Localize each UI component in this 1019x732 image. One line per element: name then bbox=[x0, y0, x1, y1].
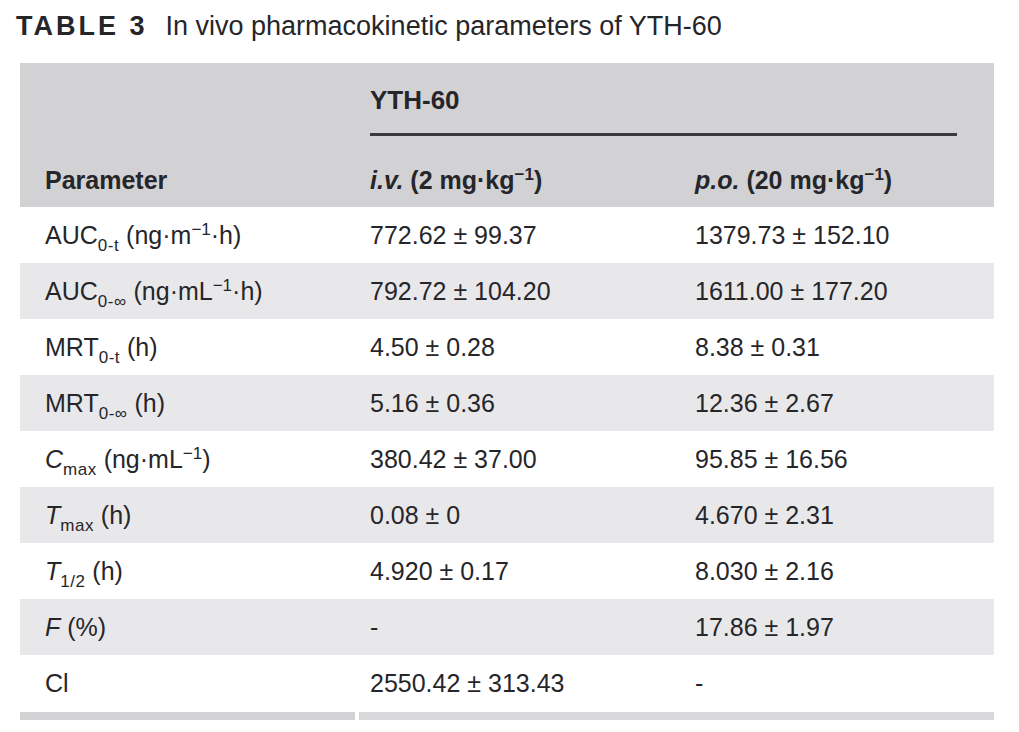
table-row: MRT0-t (h)4.50 ± 0.288.38 ± 0.31 bbox=[20, 319, 994, 375]
subscript: max bbox=[60, 516, 94, 535]
text-segment: (h) bbox=[94, 501, 132, 529]
text-segment: (h) bbox=[85, 557, 123, 585]
text-segment: i.v. bbox=[370, 166, 403, 194]
table-row: F (%)-17.86 ± 1.97 bbox=[20, 599, 994, 655]
bottom-border-right-segment bbox=[359, 712, 994, 720]
table-row: T1/2 (h)4.920 ± 0.178.030 ± 2.16 bbox=[20, 543, 994, 599]
column-header-po-dose: p.o. (20 mg·kg−1) bbox=[695, 166, 994, 195]
text-segment: (2 mg·kg bbox=[403, 166, 514, 194]
text-segment: (%) bbox=[60, 613, 106, 641]
table-row: AUC0-∞ (ng·mL−1·h)792.72 ± 104.201611.00… bbox=[20, 263, 994, 319]
pk-table: YTH-60 Parameteri.v. (2 mg·kg−1)p.o. (20… bbox=[20, 63, 994, 720]
text-segment: ) bbox=[884, 166, 892, 194]
table-row: Cl 2550.42 ± 313.43- bbox=[20, 655, 994, 711]
param-cell: MRT0-t (h) bbox=[20, 333, 370, 362]
table-row: AUC0-t (ng·m−1·h)772.62 ± 99.371379.73 ±… bbox=[20, 207, 994, 263]
column-header-parameter: Parameter bbox=[20, 166, 370, 195]
group-header-yth60: YTH-60 bbox=[370, 85, 460, 116]
po-value-cell: 17.86 ± 1.97 bbox=[695, 613, 994, 642]
param-cell: MRT0-∞ (h) bbox=[20, 389, 370, 418]
text-segment: (h) bbox=[120, 333, 158, 361]
param-cell: Cmax (ng·mL−1) bbox=[20, 445, 370, 474]
iv-value-cell: 5.16 ± 0.36 bbox=[370, 389, 695, 418]
column-header-row: Parameteri.v. (2 mg·kg−1)p.o. (20 mg·kg−… bbox=[20, 153, 994, 207]
subscript: 0-∞ bbox=[98, 292, 127, 311]
param-cell: Cl bbox=[20, 669, 370, 698]
table-body: AUC0-t (ng·m−1·h)772.62 ± 99.371379.73 ±… bbox=[20, 207, 994, 711]
po-value-cell: - bbox=[695, 669, 994, 698]
subscript: 0-∞ bbox=[99, 404, 128, 423]
text-segment: Cl bbox=[45, 669, 69, 697]
text-segment: T bbox=[45, 501, 60, 529]
table-row: MRT0-∞ (h)5.16 ± 0.3612.36 ± 2.67 bbox=[20, 375, 994, 431]
bottom-border bbox=[20, 712, 994, 720]
subscript: 0-t bbox=[98, 236, 119, 255]
po-value-cell: 8.38 ± 0.31 bbox=[695, 333, 994, 362]
text-segment: (ng·mL bbox=[127, 277, 213, 305]
superscript: −1 bbox=[191, 220, 210, 239]
po-value-cell: 8.030 ± 2.16 bbox=[695, 557, 994, 586]
table-row: Tmax (h)0.08 ± 04.670 ± 2.31 bbox=[20, 487, 994, 543]
param-cell: T1/2 (h) bbox=[20, 557, 370, 586]
table-row: Cmax (ng·mL−1)380.42 ± 37.0095.85 ± 16.5… bbox=[20, 431, 994, 487]
text-segment: T bbox=[45, 557, 60, 585]
superscript: −1 bbox=[213, 276, 232, 295]
superscript: −1 bbox=[515, 165, 534, 184]
iv-value-cell: 792.72 ± 104.20 bbox=[370, 277, 695, 306]
text-segment: ·h) bbox=[211, 221, 242, 249]
text-segment: C bbox=[45, 445, 63, 473]
text-segment: (ng·m bbox=[119, 221, 191, 249]
bottom-border-left-segment bbox=[20, 712, 355, 720]
text-segment: p.o. bbox=[695, 166, 739, 194]
text-segment: ) bbox=[534, 166, 542, 194]
po-value-cell: 1611.00 ± 177.20 bbox=[695, 277, 994, 306]
iv-value-cell: 4.920 ± 0.17 bbox=[370, 557, 695, 586]
paper-page: TABLE 3 In vivo pharmacokinetic parameter… bbox=[0, 0, 1019, 732]
iv-value-cell: 4.50 ± 0.28 bbox=[370, 333, 695, 362]
text-segment: Parameter bbox=[45, 166, 167, 194]
subscript: 0-t bbox=[99, 348, 120, 367]
param-cell: AUC0-∞ (ng·mL−1·h) bbox=[20, 277, 370, 306]
iv-value-cell: 380.42 ± 37.00 bbox=[370, 445, 695, 474]
text-segment: ·h) bbox=[232, 277, 263, 305]
po-value-cell: 1379.73 ± 152.10 bbox=[695, 221, 994, 250]
text-segment: (ng·mL bbox=[97, 445, 183, 473]
header-rule bbox=[370, 133, 957, 136]
text-segment: AUC bbox=[45, 277, 98, 305]
table-caption-text: In vivo pharmacokinetic parameters of YT… bbox=[166, 11, 722, 41]
po-value-cell: 4.670 ± 2.31 bbox=[695, 501, 994, 530]
subscript: max bbox=[63, 460, 97, 479]
text-segment: (20 mg·kg bbox=[739, 166, 864, 194]
text-segment: MRT bbox=[45, 389, 99, 417]
table-caption: TABLE 3 In vivo pharmacokinetic parameter… bbox=[16, 11, 722, 42]
iv-value-cell: - bbox=[370, 613, 695, 642]
iv-value-cell: 2550.42 ± 313.43 bbox=[370, 669, 695, 698]
column-header-iv-dose: i.v. (2 mg·kg−1) bbox=[370, 166, 695, 195]
po-value-cell: 12.36 ± 2.67 bbox=[695, 389, 994, 418]
param-cell: Tmax (h) bbox=[20, 501, 370, 530]
po-value-cell: 95.85 ± 16.56 bbox=[695, 445, 994, 474]
superscript: −1 bbox=[864, 165, 883, 184]
text-segment: ) bbox=[202, 445, 210, 473]
iv-value-cell: 0.08 ± 0 bbox=[370, 501, 695, 530]
table-header-block: YTH-60 Parameteri.v. (2 mg·kg−1)p.o. (20… bbox=[20, 63, 994, 207]
table-number: TABLE 3 bbox=[16, 11, 148, 41]
subscript: 1/2 bbox=[60, 572, 85, 591]
superscript: −1 bbox=[183, 444, 202, 463]
param-cell: F (%) bbox=[20, 613, 370, 642]
text-segment: (h) bbox=[127, 389, 165, 417]
text-segment: MRT bbox=[45, 333, 99, 361]
text-segment: AUC bbox=[45, 221, 98, 249]
param-cell: AUC0-t (ng·m−1·h) bbox=[20, 221, 370, 250]
iv-value-cell: 772.62 ± 99.37 bbox=[370, 221, 695, 250]
text-segment: F bbox=[45, 613, 60, 641]
